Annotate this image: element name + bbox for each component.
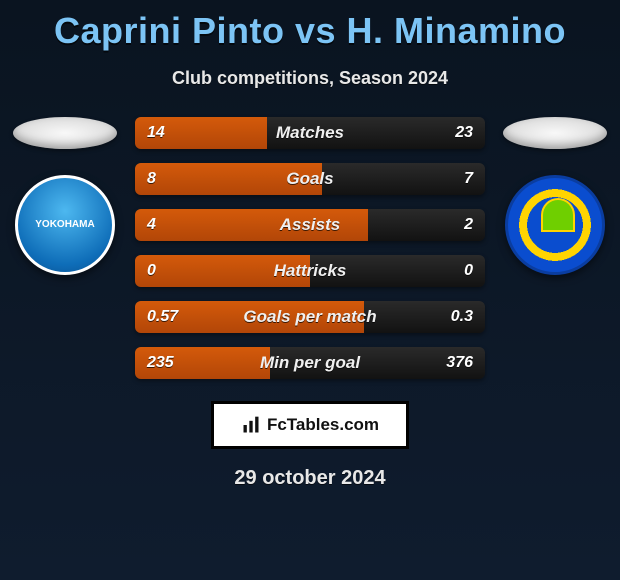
stat-row: 42Assists xyxy=(135,209,485,241)
right-side xyxy=(495,117,615,275)
stat-label: Goals xyxy=(135,163,485,195)
team-badge-left-text: YOKOHAMA xyxy=(35,220,94,230)
stat-label: Matches xyxy=(135,117,485,149)
stat-row: 235376Min per goal xyxy=(135,347,485,379)
player-avatar-left xyxy=(13,117,117,149)
comparison-container: YOKOHAMA 1423Matches 87Goals 42Assists 00Ha… xyxy=(0,117,620,379)
player-avatar-right xyxy=(503,117,607,149)
stat-row: 1423Matches xyxy=(135,117,485,149)
stat-row: 87Goals xyxy=(135,163,485,195)
stat-label: Hattricks xyxy=(135,255,485,287)
left-side: YOKOHAMA xyxy=(5,117,125,275)
brand-box[interactable]: FcTables.com xyxy=(211,401,409,449)
stat-label: Assists xyxy=(135,209,485,241)
team-badge-right xyxy=(505,175,605,275)
chart-icon xyxy=(241,415,261,435)
stat-row: 00Hattricks xyxy=(135,255,485,287)
subtitle: Club competitions, Season 2024 xyxy=(0,68,620,89)
stat-row: 0.570.3Goals per match xyxy=(135,301,485,333)
brand-text: FcTables.com xyxy=(267,415,379,435)
stat-label: Goals per match xyxy=(135,301,485,333)
team-badge-left: YOKOHAMA xyxy=(15,175,115,275)
stat-bars: 1423Matches 87Goals 42Assists 00Hattricks 0.… xyxy=(135,117,485,379)
page-title: Caprini Pinto vs H. Minamino xyxy=(0,0,620,52)
date-text: 29 october 2024 xyxy=(0,467,620,490)
stat-label: Min per goal xyxy=(135,347,485,379)
